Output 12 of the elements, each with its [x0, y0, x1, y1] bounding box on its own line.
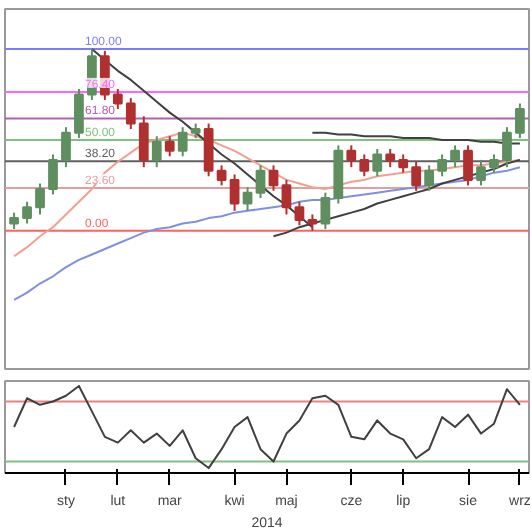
- candlestick: [294, 200, 305, 227]
- candlestick: [463, 144, 473, 187]
- candlestick: [177, 126, 188, 158]
- candlestick: [48, 153, 58, 196]
- candlestick: [255, 164, 266, 200]
- candlestick: [281, 178, 292, 216]
- candlestick: [268, 164, 279, 192]
- candlestick: [164, 135, 175, 158]
- candlestick: [151, 135, 162, 169]
- candlestick: [229, 173, 240, 212]
- candlestick: [372, 148, 383, 178]
- candlestick: [242, 186, 253, 212]
